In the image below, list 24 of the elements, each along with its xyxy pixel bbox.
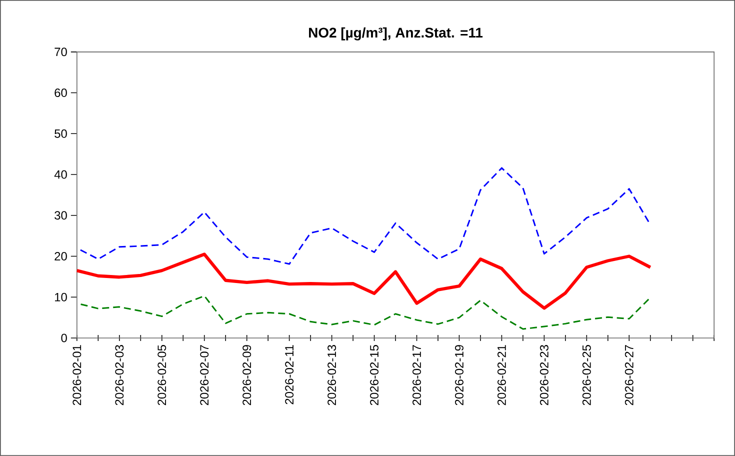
x-tick-label: 2026-02-15: [370, 345, 378, 406]
x-tick-label: 2026-02-01: [72, 345, 82, 406]
y-tick-label: 50: [54, 129, 67, 138]
y-tick-label: 10: [55, 292, 67, 302]
x-tick-label: 2026-02-17: [412, 345, 421, 406]
x-tick-label: 2026-02-19: [455, 345, 464, 406]
x-tick-label: 2026-02-07: [200, 345, 209, 406]
x-tick-label: 2026-02-21: [497, 345, 506, 406]
y-tick-label: 20: [54, 252, 67, 261]
x-tick-label: 2026-02-03: [115, 345, 124, 406]
chart-title: NO2 [µg/m³], Anz.Stat. =11: [309, 27, 483, 40]
x-tick-label: 2026-02-23: [540, 345, 548, 406]
y-tick-label: 60: [54, 88, 67, 98]
x-tick-label: 2026-02-27: [624, 345, 634, 406]
x-tick-label: 2026-02-11: [285, 345, 294, 404]
line-series: [75, 252, 652, 310]
y-tick-label: 30: [54, 211, 67, 220]
x-tick-label: 2026-02-25: [582, 345, 591, 406]
y-tick-label: 70: [54, 48, 67, 56]
x-tick-label: 2026-02-09: [242, 345, 252, 406]
x-tick-label: 2026-02-05: [158, 345, 166, 406]
y-tick-label: 40: [54, 170, 67, 179]
y-tick-label: 0: [61, 334, 67, 342]
x-tick-label: 2026-02-13: [328, 345, 336, 406]
